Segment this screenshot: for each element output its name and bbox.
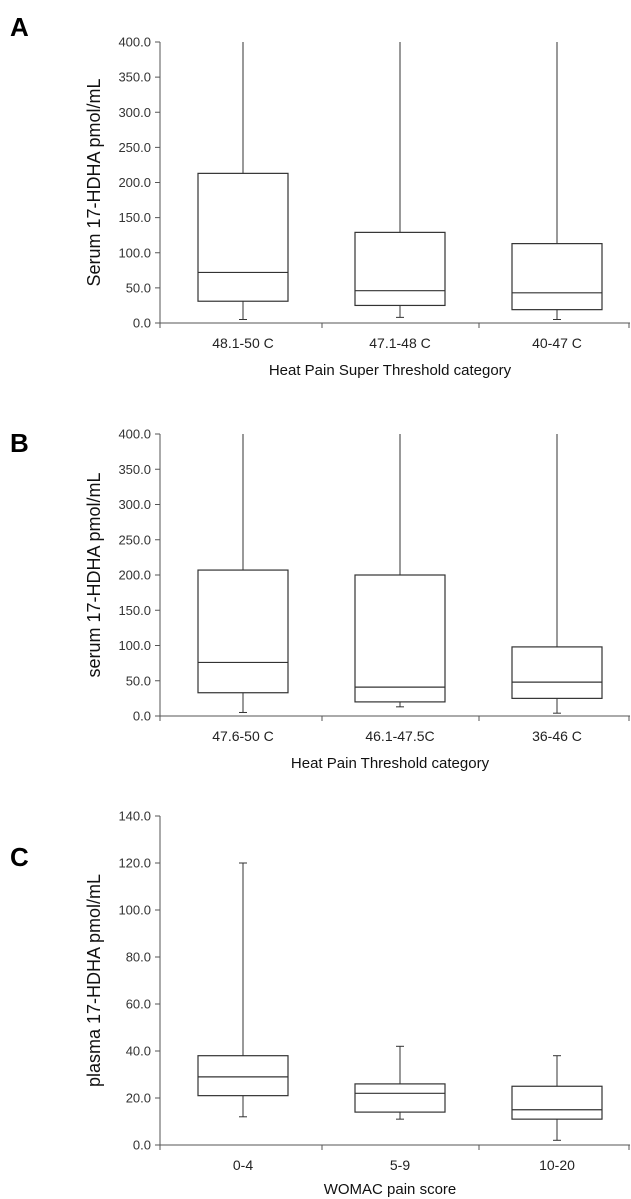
- box-2: [511, 434, 603, 714]
- box-0: [197, 42, 289, 320]
- y-tick-label: 200.0: [118, 568, 151, 583]
- y-tick-label: 50.0: [126, 673, 151, 688]
- box-2: [511, 1055, 603, 1141]
- y-tick-label: 350.0: [118, 462, 151, 477]
- panel-letter: A: [10, 12, 29, 42]
- box-iqr: [197, 569, 289, 694]
- panel-letter: B: [10, 428, 29, 458]
- panel-c: C 0.0 20.0 40.0 60.0 80.0 100.0 120.0 140.0 0-4 5-…: [10, 809, 630, 1198]
- box-1: [354, 434, 446, 708]
- x-category-label: 5-9: [390, 1157, 410, 1173]
- box-iqr: [511, 646, 603, 699]
- y-tick-label: 80.0: [126, 950, 151, 965]
- box-iqr: [197, 1055, 289, 1097]
- y-tick-label: 100.0: [118, 245, 151, 260]
- x-axis-title: Heat Pain Threshold category: [291, 755, 490, 772]
- x-category-label: 0-4: [233, 1157, 253, 1173]
- y-tick-label: 0.0: [133, 316, 151, 331]
- y-tick-label: 60.0: [126, 997, 151, 1012]
- box-iqr: [354, 574, 446, 703]
- y-tick-label: 140.0: [118, 809, 151, 824]
- y-axis-title: serum 17-HDHA pmol/mL: [84, 472, 104, 677]
- panel-b: B 0.0 50.0 100.0 150.0 200.0 250.0 300.0 350.0 40…: [10, 427, 630, 772]
- y-tick-label: 400.0: [118, 35, 151, 50]
- panel-a: A 0.0 50.0 100.0 150.0 200.0 250.0 300.0 350.0 40…: [10, 12, 630, 379]
- box-0: [197, 862, 289, 1118]
- x-axis-title: WOMAC pain score: [324, 1181, 457, 1198]
- box-2: [511, 42, 603, 320]
- y-tick-label: 0.0: [133, 709, 151, 724]
- y-tick-label: 250.0: [118, 532, 151, 547]
- y-tick-label: 300.0: [118, 105, 151, 120]
- y-tick-label: 200.0: [118, 175, 151, 190]
- x-category-label: 48.1-50 C: [212, 335, 273, 351]
- y-tick-label: 0.0: [133, 1138, 151, 1153]
- box-iqr: [197, 172, 289, 302]
- y-tick-label: 150.0: [118, 210, 151, 225]
- box-iqr: [511, 243, 603, 311]
- y-axis-title: plasma 17-HDHA pmol/mL: [84, 874, 104, 1087]
- panel-letter: C: [10, 842, 29, 872]
- x-category-label: 36-46 C: [532, 728, 582, 744]
- box-1: [354, 42, 446, 318]
- box-iqr: [354, 1083, 446, 1113]
- y-tick-label: 50.0: [126, 280, 151, 295]
- y-tick-label: 250.0: [118, 140, 151, 155]
- box-iqr: [354, 231, 446, 307]
- box-0: [197, 434, 289, 713]
- x-axis-title: Heat Pain Super Threshold category: [269, 362, 512, 379]
- x-category-label: 47.1-48 C: [369, 335, 430, 351]
- x-category-label: 47.6-50 C: [212, 728, 273, 744]
- y-tick-label: 120.0: [118, 856, 151, 871]
- y-tick-label: 350.0: [118, 70, 151, 85]
- y-tick-label: 300.0: [118, 497, 151, 512]
- box-iqr: [511, 1085, 603, 1120]
- y-tick-label: 400.0: [118, 427, 151, 442]
- x-category-label: 10-20: [539, 1157, 575, 1173]
- x-category-label: 40-47 C: [532, 335, 582, 351]
- y-tick-label: 20.0: [126, 1091, 151, 1106]
- y-tick-label: 100.0: [118, 638, 151, 653]
- y-axis-title: Serum 17-HDHA pmol/mL: [84, 78, 104, 286]
- y-tick-label: 40.0: [126, 1044, 151, 1059]
- box-1: [354, 1045, 446, 1120]
- y-tick-label: 150.0: [118, 603, 151, 618]
- x-category-label: 46.1-47.5C: [365, 728, 434, 744]
- y-tick-label: 100.0: [118, 903, 151, 918]
